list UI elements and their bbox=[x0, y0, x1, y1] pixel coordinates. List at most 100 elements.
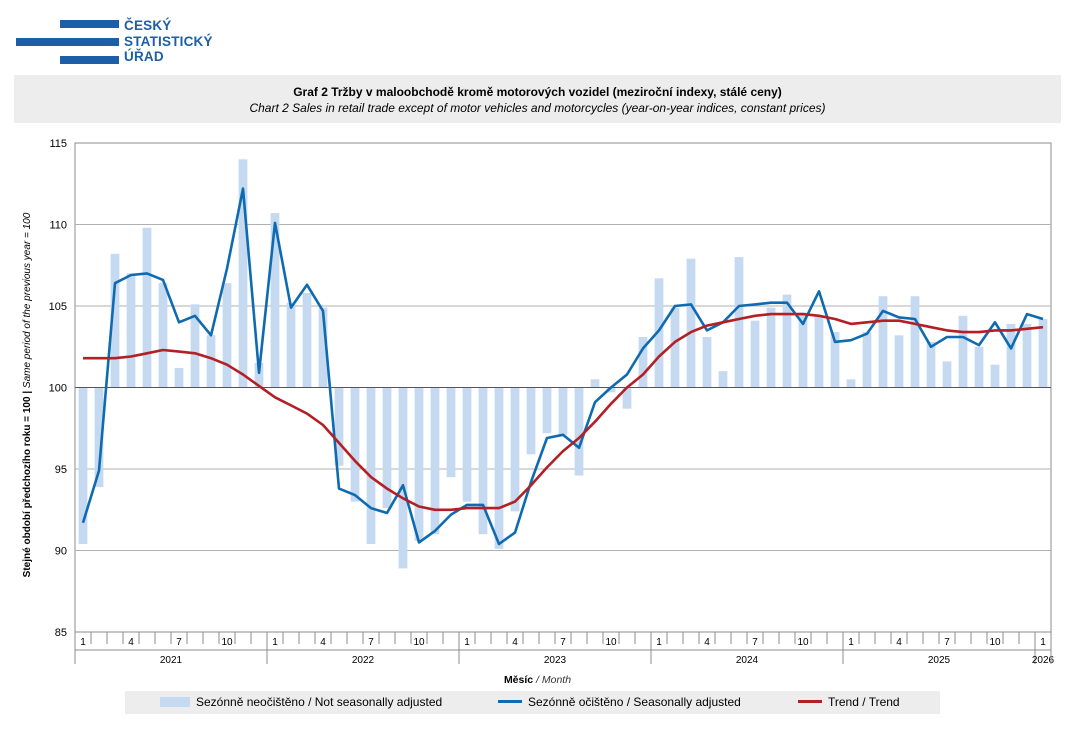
bar bbox=[494, 387, 504, 549]
bar bbox=[910, 296, 920, 388]
bar bbox=[942, 361, 952, 388]
bar bbox=[990, 364, 1000, 388]
bar bbox=[638, 336, 648, 388]
line-series bbox=[81, 187, 1044, 546]
bar bbox=[334, 387, 344, 466]
y-tick-label: 90 bbox=[55, 546, 67, 558]
bar-series bbox=[78, 159, 1048, 569]
bar bbox=[398, 387, 408, 569]
bar bbox=[734, 257, 744, 388]
legend-label-sa: Sezónně očištěno / Seasonally adjusted bbox=[528, 695, 741, 709]
bar bbox=[302, 292, 312, 388]
chart-title-box: Graf 2 Tržby v maloobchodě kromě motorov… bbox=[14, 75, 1061, 123]
czso-logo: ČESKÝ STATISTICKÝ ÚŘAD bbox=[16, 18, 216, 68]
legend-swatch-bars bbox=[160, 697, 190, 707]
bar bbox=[526, 387, 536, 455]
bar bbox=[446, 387, 456, 478]
bar bbox=[318, 307, 328, 388]
bar bbox=[878, 296, 888, 388]
month-label: 4 bbox=[128, 637, 134, 648]
bar bbox=[1038, 319, 1048, 388]
trend-line bbox=[83, 312, 1044, 512]
month-label: 1 bbox=[656, 637, 662, 648]
bar bbox=[110, 253, 120, 388]
month-label: 4 bbox=[704, 637, 710, 648]
month-label: 10 bbox=[413, 637, 425, 648]
legend-label-bars: Sezónně neočištěno / Not seasonally adju… bbox=[196, 695, 443, 709]
legend: Sezónně neočištěno / Not seasonally adju… bbox=[125, 691, 940, 714]
logo-bar-2 bbox=[16, 38, 119, 46]
y-tick-label: 85 bbox=[55, 627, 67, 639]
legend-item-trend: Trend / Trend bbox=[798, 695, 900, 709]
month-label: 10 bbox=[797, 637, 809, 648]
chart-title-en: Chart 2 Sales in retail trade except of … bbox=[249, 101, 826, 115]
month-label: 10 bbox=[605, 637, 617, 648]
bar bbox=[718, 371, 728, 388]
x-axis-label-en: / Month bbox=[533, 674, 572, 686]
bar bbox=[846, 379, 856, 388]
month-label: 7 bbox=[944, 637, 950, 648]
y-tick-label: 95 bbox=[55, 464, 67, 476]
bar bbox=[94, 387, 104, 487]
bar bbox=[686, 258, 696, 388]
month-label: 7 bbox=[560, 637, 566, 648]
month-label: 10 bbox=[221, 637, 233, 648]
legend-swatch-trend bbox=[798, 700, 822, 703]
bar bbox=[174, 367, 184, 388]
bar bbox=[702, 336, 712, 388]
seasonally-adjusted-line bbox=[81, 187, 1044, 546]
logo-line-1: ČESKÝ bbox=[124, 18, 172, 33]
year-label: 2026 bbox=[1032, 655, 1055, 666]
legend-item-bars: Sezónně neočištěno / Not seasonally adju… bbox=[160, 695, 442, 709]
y-tick-label: 105 bbox=[49, 301, 67, 313]
legend-swatch-sa bbox=[498, 700, 522, 703]
bar bbox=[670, 307, 680, 388]
bar bbox=[382, 387, 392, 509]
month-label: 1 bbox=[80, 637, 86, 648]
bar bbox=[862, 332, 872, 388]
logo-bar-1 bbox=[60, 20, 119, 28]
bar bbox=[590, 379, 600, 388]
month-label: 4 bbox=[512, 637, 518, 648]
bar bbox=[622, 387, 632, 409]
bar bbox=[270, 213, 280, 388]
bar bbox=[606, 387, 616, 393]
month-label: 1 bbox=[272, 637, 278, 648]
month-label: 10 bbox=[989, 637, 1001, 648]
bar bbox=[1022, 323, 1032, 388]
bar bbox=[158, 283, 168, 388]
bar bbox=[510, 387, 520, 512]
year-label: 2022 bbox=[352, 655, 375, 666]
legend-item-sa: Sezónně očištěno / Seasonally adjusted bbox=[498, 695, 741, 709]
month-label: 4 bbox=[320, 637, 326, 648]
logo-line-2: STATISTICKÝ bbox=[124, 33, 213, 49]
bar bbox=[974, 346, 984, 388]
logo-bar-3 bbox=[60, 56, 119, 64]
month-label: 1 bbox=[1040, 637, 1046, 648]
year-label: 2025 bbox=[928, 655, 951, 666]
month-label: 7 bbox=[176, 637, 182, 648]
bar bbox=[766, 307, 776, 388]
logo-wordmark: ČESKÝ STATISTICKÝ ÚŘAD bbox=[124, 18, 213, 65]
y-tick-label: 100 bbox=[49, 383, 67, 395]
month-label: 7 bbox=[752, 637, 758, 648]
bar bbox=[206, 335, 216, 388]
bar bbox=[782, 294, 792, 388]
logo-line-3: ÚŘAD bbox=[124, 49, 164, 64]
year-label: 2023 bbox=[544, 655, 567, 666]
bar bbox=[894, 335, 904, 388]
month-label: 1 bbox=[848, 637, 854, 648]
bar bbox=[142, 227, 152, 388]
month-label: 7 bbox=[368, 637, 374, 648]
x-axis-label-cz: Měsíc bbox=[503, 674, 534, 686]
bar bbox=[366, 387, 376, 544]
bar bbox=[430, 387, 440, 535]
year-label: 2021 bbox=[160, 655, 183, 666]
bar bbox=[350, 387, 360, 502]
y-tick-label: 110 bbox=[49, 220, 67, 232]
bar bbox=[574, 387, 584, 476]
bar bbox=[1006, 323, 1016, 388]
bar bbox=[814, 315, 824, 388]
